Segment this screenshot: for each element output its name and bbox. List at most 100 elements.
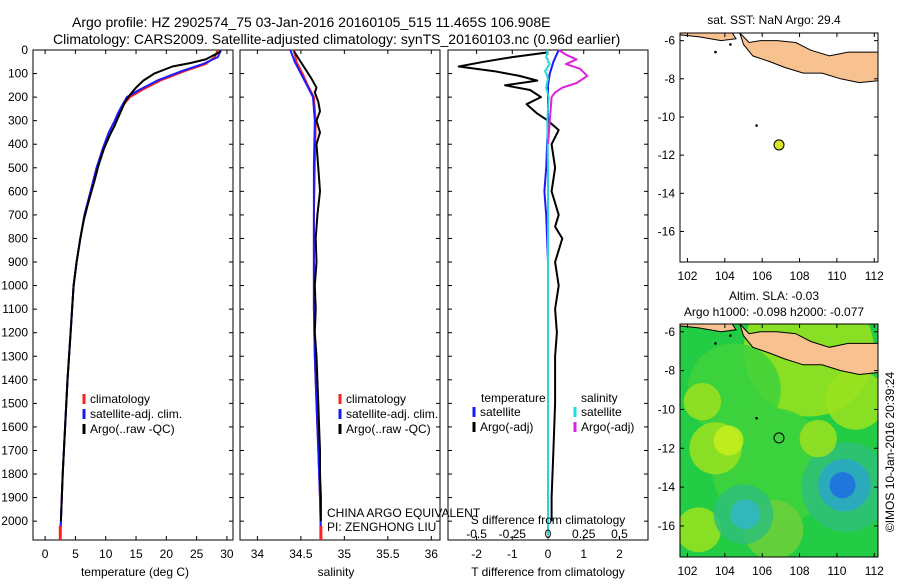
lat-tick-label: -10 bbox=[658, 110, 676, 124]
island-marker bbox=[755, 416, 758, 420]
y-tick-label: 400 bbox=[8, 137, 28, 151]
x-tick-label: 35.5 bbox=[376, 547, 400, 561]
lat-tick-label: -12 bbox=[658, 441, 676, 455]
series-line bbox=[59, 50, 222, 522]
x-tick-label: 34.5 bbox=[289, 547, 313, 561]
sdiff-tick-label: 0 bbox=[545, 527, 552, 541]
imos-stamp: ©IMOS 10-Jan-2016 20:39:24 bbox=[883, 372, 897, 533]
lon-tick-label: 104 bbox=[715, 564, 735, 578]
island-marker bbox=[729, 334, 732, 337]
legend-sargo-label: Argo(-adj) bbox=[581, 420, 634, 434]
lat-tick-label: -8 bbox=[664, 72, 675, 86]
lat-tick-label: -12 bbox=[658, 148, 676, 162]
land-java bbox=[739, 324, 878, 376]
x-tick-label: 0 bbox=[545, 547, 552, 561]
island-marker bbox=[755, 124, 758, 127]
land-sumatra bbox=[680, 33, 737, 42]
x-tick-label: 35 bbox=[338, 547, 352, 561]
legend-salinity-title: salinity bbox=[581, 391, 618, 405]
x-tick-label: 0 bbox=[42, 547, 49, 561]
legend-temp-0-label: climatology bbox=[90, 392, 150, 406]
salinity-panel: 34 34.5 35 35.5 36 climatologysatellite-adj. … bbox=[239, 49, 441, 561]
lon-tick-label: 102 bbox=[677, 564, 697, 578]
map-content bbox=[680, 33, 878, 127]
lon-tick-label: 102 bbox=[677, 269, 697, 283]
sla-patch bbox=[799, 419, 837, 458]
lon-tick-label: 108 bbox=[790, 564, 810, 578]
x-tick-label: 1 bbox=[580, 547, 587, 561]
sdiff-xlabel: S difference from climatology bbox=[471, 513, 626, 527]
land-sumatra bbox=[680, 324, 737, 333]
legend-ssat-label: satellite bbox=[581, 405, 622, 419]
legend-sal-0-label: climatology bbox=[346, 392, 406, 406]
x-tick-label: 5 bbox=[72, 547, 79, 561]
y-tick-label: 1300 bbox=[1, 349, 28, 363]
x-tick-label: 34 bbox=[251, 547, 265, 561]
legend-tsat-label: satellite bbox=[480, 405, 521, 419]
series-line bbox=[59, 49, 219, 536]
y-tick-label: 1400 bbox=[1, 373, 28, 387]
sla-title-1: Altim. SLA: -0.03 bbox=[729, 289, 819, 303]
sla-patch bbox=[730, 499, 761, 530]
argo-position-marker bbox=[773, 139, 785, 151]
x-tick-label: -2 bbox=[471, 547, 482, 561]
series-line bbox=[547, 49, 589, 145]
lon-tick-label: 104 bbox=[715, 269, 735, 283]
map-content bbox=[680, 324, 878, 557]
temperature-panel: 0 5 10 15 20 25 300100200300400500600700800900… bbox=[1, 43, 234, 561]
series-line bbox=[59, 49, 222, 536]
sla-title-2: Argo h1000: -0.098 h2000: -0.077 bbox=[684, 305, 864, 319]
sdiff-tick-label: -0.5 bbox=[466, 527, 487, 541]
map-frame bbox=[679, 323, 879, 558]
lon-tick-label: 112 bbox=[865, 269, 884, 283]
lon-tick-label: 112 bbox=[865, 564, 884, 578]
x-tick-label: 25 bbox=[190, 547, 204, 561]
sla-patch bbox=[825, 369, 878, 430]
x-tick-label: 36 bbox=[425, 547, 439, 561]
sdiff-tick-label: -0.25 bbox=[499, 527, 527, 541]
series-line bbox=[457, 51, 564, 522]
series-line bbox=[293, 50, 322, 522]
sst-map-title: sat. SST: NaN Argo: 29.4 bbox=[707, 13, 841, 27]
legend-sal-2-label: Argo(..raw -QC) bbox=[346, 422, 431, 436]
difference-panel: -2 -1 0 1 2 -0.5 -0.25 0 0.25 0.5 temperature salin… bbox=[447, 49, 649, 561]
y-tick-label: 1000 bbox=[1, 279, 28, 293]
lon-tick-label: 110 bbox=[827, 269, 846, 283]
sla-patch bbox=[713, 425, 744, 456]
lat-tick-label: -8 bbox=[664, 364, 675, 378]
series-line bbox=[289, 49, 322, 536]
land-java bbox=[739, 33, 878, 84]
tdiff-xlabel: T difference from climatology bbox=[471, 565, 625, 579]
sdiff-tick-label: 0.25 bbox=[572, 527, 596, 541]
x-tick-label: 2 bbox=[616, 547, 623, 561]
y-tick-label: 1200 bbox=[1, 326, 28, 340]
salinity-xlabel: salinity bbox=[318, 565, 355, 579]
x-tick-label: 30 bbox=[220, 547, 234, 561]
y-tick-label: 500 bbox=[8, 161, 28, 175]
y-tick-label: 1500 bbox=[1, 396, 28, 410]
sst-map-panel: 102 104 106 108 110 112 -6 -8 -10 -12 -14 -16 bbox=[658, 32, 884, 283]
sdiff-tick-label: 0.5 bbox=[611, 527, 628, 541]
y-tick-label: 600 bbox=[8, 184, 28, 198]
island-marker bbox=[714, 50, 717, 54]
x-tick-label: -1 bbox=[507, 547, 518, 561]
sla-patch bbox=[829, 472, 856, 499]
legend-targo-label: Argo(-adj) bbox=[480, 420, 533, 434]
sla-patch bbox=[683, 382, 722, 421]
temperature-xlabel: temperature (deg C) bbox=[81, 565, 189, 579]
lon-tick-label: 106 bbox=[752, 564, 772, 578]
x-tick-label: 15 bbox=[129, 547, 143, 561]
sla-map-panel: 102 104 106 108 110 112 -6 -8 -10 -12 -14 -16 bbox=[658, 323, 884, 578]
annotation-pi: PI: ZENGHONG LIU bbox=[327, 520, 436, 534]
lat-tick-label: -16 bbox=[658, 519, 676, 533]
legend-temp-2-label: Argo(..raw -QC) bbox=[90, 422, 175, 436]
y-tick-label: 0 bbox=[21, 43, 28, 57]
y-tick-label: 800 bbox=[8, 231, 28, 245]
annotation-agency: CHINA ARGO EQUIVALENT bbox=[327, 506, 481, 520]
lat-tick-label: -14 bbox=[658, 186, 676, 200]
y-tick-label: 700 bbox=[8, 208, 28, 222]
lon-tick-label: 108 bbox=[790, 269, 810, 283]
y-tick-label: 100 bbox=[8, 67, 28, 81]
island-marker bbox=[729, 43, 732, 46]
map-frame bbox=[679, 32, 879, 263]
